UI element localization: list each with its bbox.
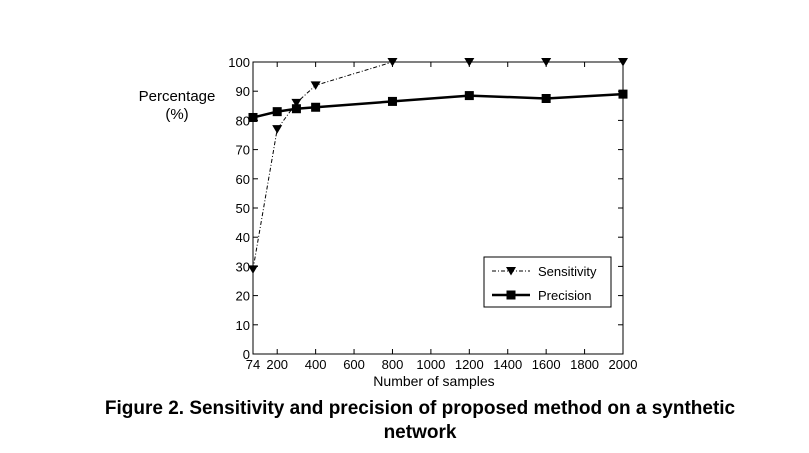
plot-frame (252, 61, 624, 355)
series-group (248, 58, 628, 274)
precision-point (387, 96, 397, 106)
y-axis-label-line1: Percentage (138, 88, 216, 105)
y-tick-label: 10 (236, 318, 250, 333)
legend: Sensitivity Precision (483, 256, 612, 308)
figure-caption-line1: Figure 2. Sensitivity and precision of p… (104, 398, 736, 419)
y-tick-label: 100 (228, 55, 250, 70)
x-axis-ticks: 74 200 400 600 800 1000 1200 1400 1600 1800 2000 (246, 62, 638, 372)
sensitivity-line (252, 61, 623, 270)
legend-label-sensitivity: Sensitivity (538, 264, 597, 279)
x-tick-label: 1800 (570, 357, 599, 372)
precision-point (541, 94, 551, 103)
sensitivity-point (272, 125, 283, 134)
x-tick-label: 1400 (493, 357, 522, 372)
precision-point (464, 91, 474, 101)
x-tick-label: 400 (305, 357, 327, 372)
sensitivity-point (464, 58, 475, 67)
legend-box (483, 256, 612, 308)
precision-point (272, 107, 282, 117)
x-tick-label: 1000 (416, 357, 445, 372)
y-axis-label-line2: (%) (165, 106, 189, 123)
x-tick-label: 800 (382, 357, 404, 372)
y-axis-label: Percentage (%) (128, 88, 226, 124)
x-tick-label: 1200 (455, 357, 484, 372)
figure-caption-line2: network (383, 422, 457, 443)
precision-point (248, 112, 258, 122)
series-precision (248, 89, 628, 122)
x-tick-label: 74 (246, 357, 260, 372)
precision-point (618, 89, 628, 99)
precision-line (252, 92, 624, 119)
legend-label-precision: Precision (538, 288, 591, 303)
x-axis-label: Number of samples (373, 373, 494, 389)
y-tick-label: 60 (236, 172, 250, 187)
y-tick-label: 90 (236, 84, 250, 99)
y-tick-label: 0 (243, 347, 250, 362)
y-tick-label: 30 (236, 259, 250, 274)
y-tick-label: 40 (236, 230, 250, 245)
precision-point (311, 102, 321, 112)
y-tick-label: 50 (236, 201, 250, 216)
y-tick-label: 20 (236, 289, 250, 304)
sensitivity-point (310, 81, 321, 90)
series-sensitivity (248, 58, 628, 274)
x-tick-label: 1600 (532, 357, 561, 372)
y-tick-label: 70 (236, 143, 250, 158)
y-axis-ticks: 0 10 20 30 40 50 60 70 80 90 100 (228, 55, 623, 362)
precision-point (291, 104, 301, 114)
x-tick-label: 2000 (609, 357, 638, 372)
sensitivity-point (248, 265, 258, 274)
sensitivity-point (291, 98, 302, 108)
sensitivity-point (541, 58, 552, 67)
legend-marker-sensitivity (506, 267, 516, 276)
sensitivity-point (387, 58, 398, 67)
legend-marker-precision (506, 290, 516, 300)
x-tick-label: 600 (343, 357, 365, 372)
plot-axes (252, 61, 624, 355)
x-tick-label: 200 (266, 357, 288, 372)
sensitivity-point (618, 58, 628, 67)
y-tick-label: 80 (236, 113, 250, 128)
